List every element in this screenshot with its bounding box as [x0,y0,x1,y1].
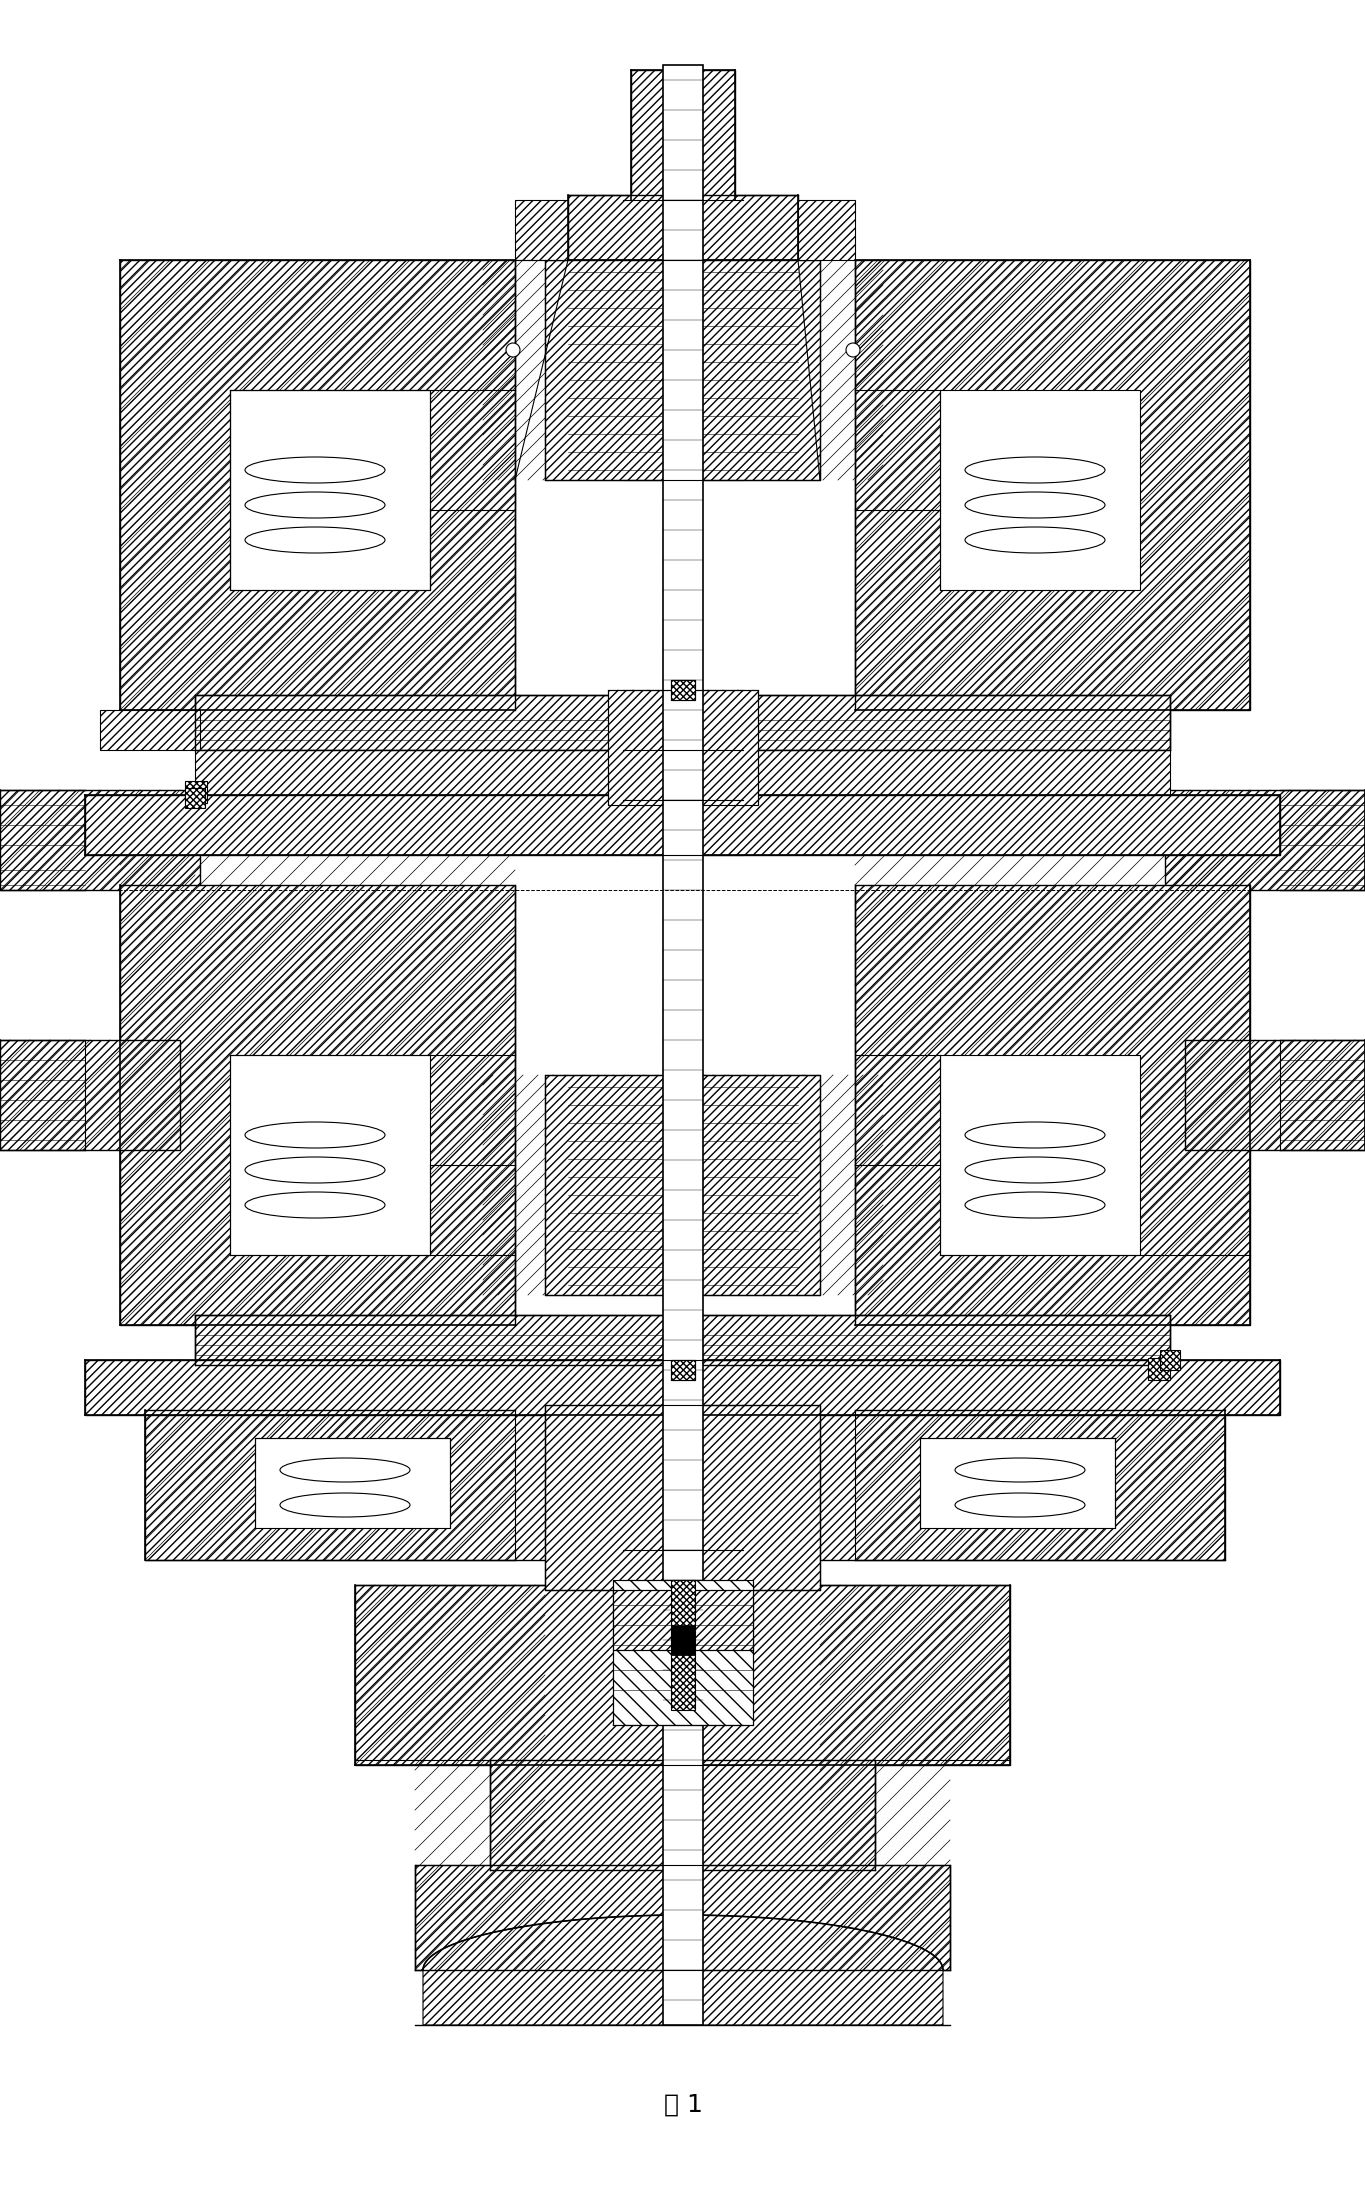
Bar [229,389,430,590]
Bar [0,790,201,891]
Circle shape [506,343,520,356]
Bar [940,389,1140,590]
Bar [1164,790,1365,891]
Bar [195,750,1170,801]
Bar [1185,1041,1365,1151]
Bar [415,1866,950,1969]
Bar [1148,1357,1170,1379]
Bar [490,1760,875,1870]
Bar [672,680,695,700]
Bar [229,389,430,590]
Ellipse shape [244,1157,385,1184]
Bar [631,70,734,200]
Bar [195,695,1170,750]
Bar [663,66,703,2024]
Ellipse shape [965,493,1106,517]
Bar [229,1056,430,1254]
Bar [545,1406,820,1591]
Bar [186,781,207,803]
Bar [255,1439,450,1529]
Bar [195,1316,1170,1364]
Polygon shape [423,1914,943,2024]
Bar [613,1580,753,1725]
Bar [0,1041,180,1151]
Bar [85,1360,1280,1415]
Circle shape [846,343,860,356]
Bar [672,1626,695,1654]
Bar [920,1439,1115,1529]
Ellipse shape [280,1494,410,1518]
Bar [613,1591,753,1650]
Bar [854,260,1250,711]
Bar [672,1580,695,1709]
Ellipse shape [965,1192,1106,1219]
Ellipse shape [965,458,1106,484]
Ellipse shape [955,1459,1085,1483]
Ellipse shape [244,1122,385,1148]
Ellipse shape [965,1157,1106,1184]
Bar [672,1360,695,1379]
Ellipse shape [965,1122,1106,1148]
Ellipse shape [244,458,385,484]
Bar [545,260,820,480]
Ellipse shape [244,528,385,552]
Bar [545,1076,820,1296]
Bar [794,1410,1224,1560]
Bar [145,1410,575,1560]
Bar [568,196,799,260]
Bar [100,711,201,750]
Bar [1160,1351,1179,1371]
Polygon shape [799,200,854,260]
Bar [120,884,515,1324]
Bar [186,788,205,807]
Bar [940,1056,1140,1254]
Bar [355,1584,1010,1764]
Ellipse shape [244,1192,385,1219]
Bar [672,680,695,700]
Ellipse shape [955,1494,1085,1518]
Bar [854,884,1250,1324]
Ellipse shape [965,528,1106,552]
Text: 图 1: 图 1 [663,2092,703,2116]
Ellipse shape [244,493,385,517]
Bar [85,794,1280,856]
Bar [672,1360,695,1379]
Polygon shape [515,200,568,260]
Ellipse shape [280,1459,410,1483]
Bar [607,691,758,805]
Bar [120,260,515,711]
Bar [195,1364,1170,1406]
